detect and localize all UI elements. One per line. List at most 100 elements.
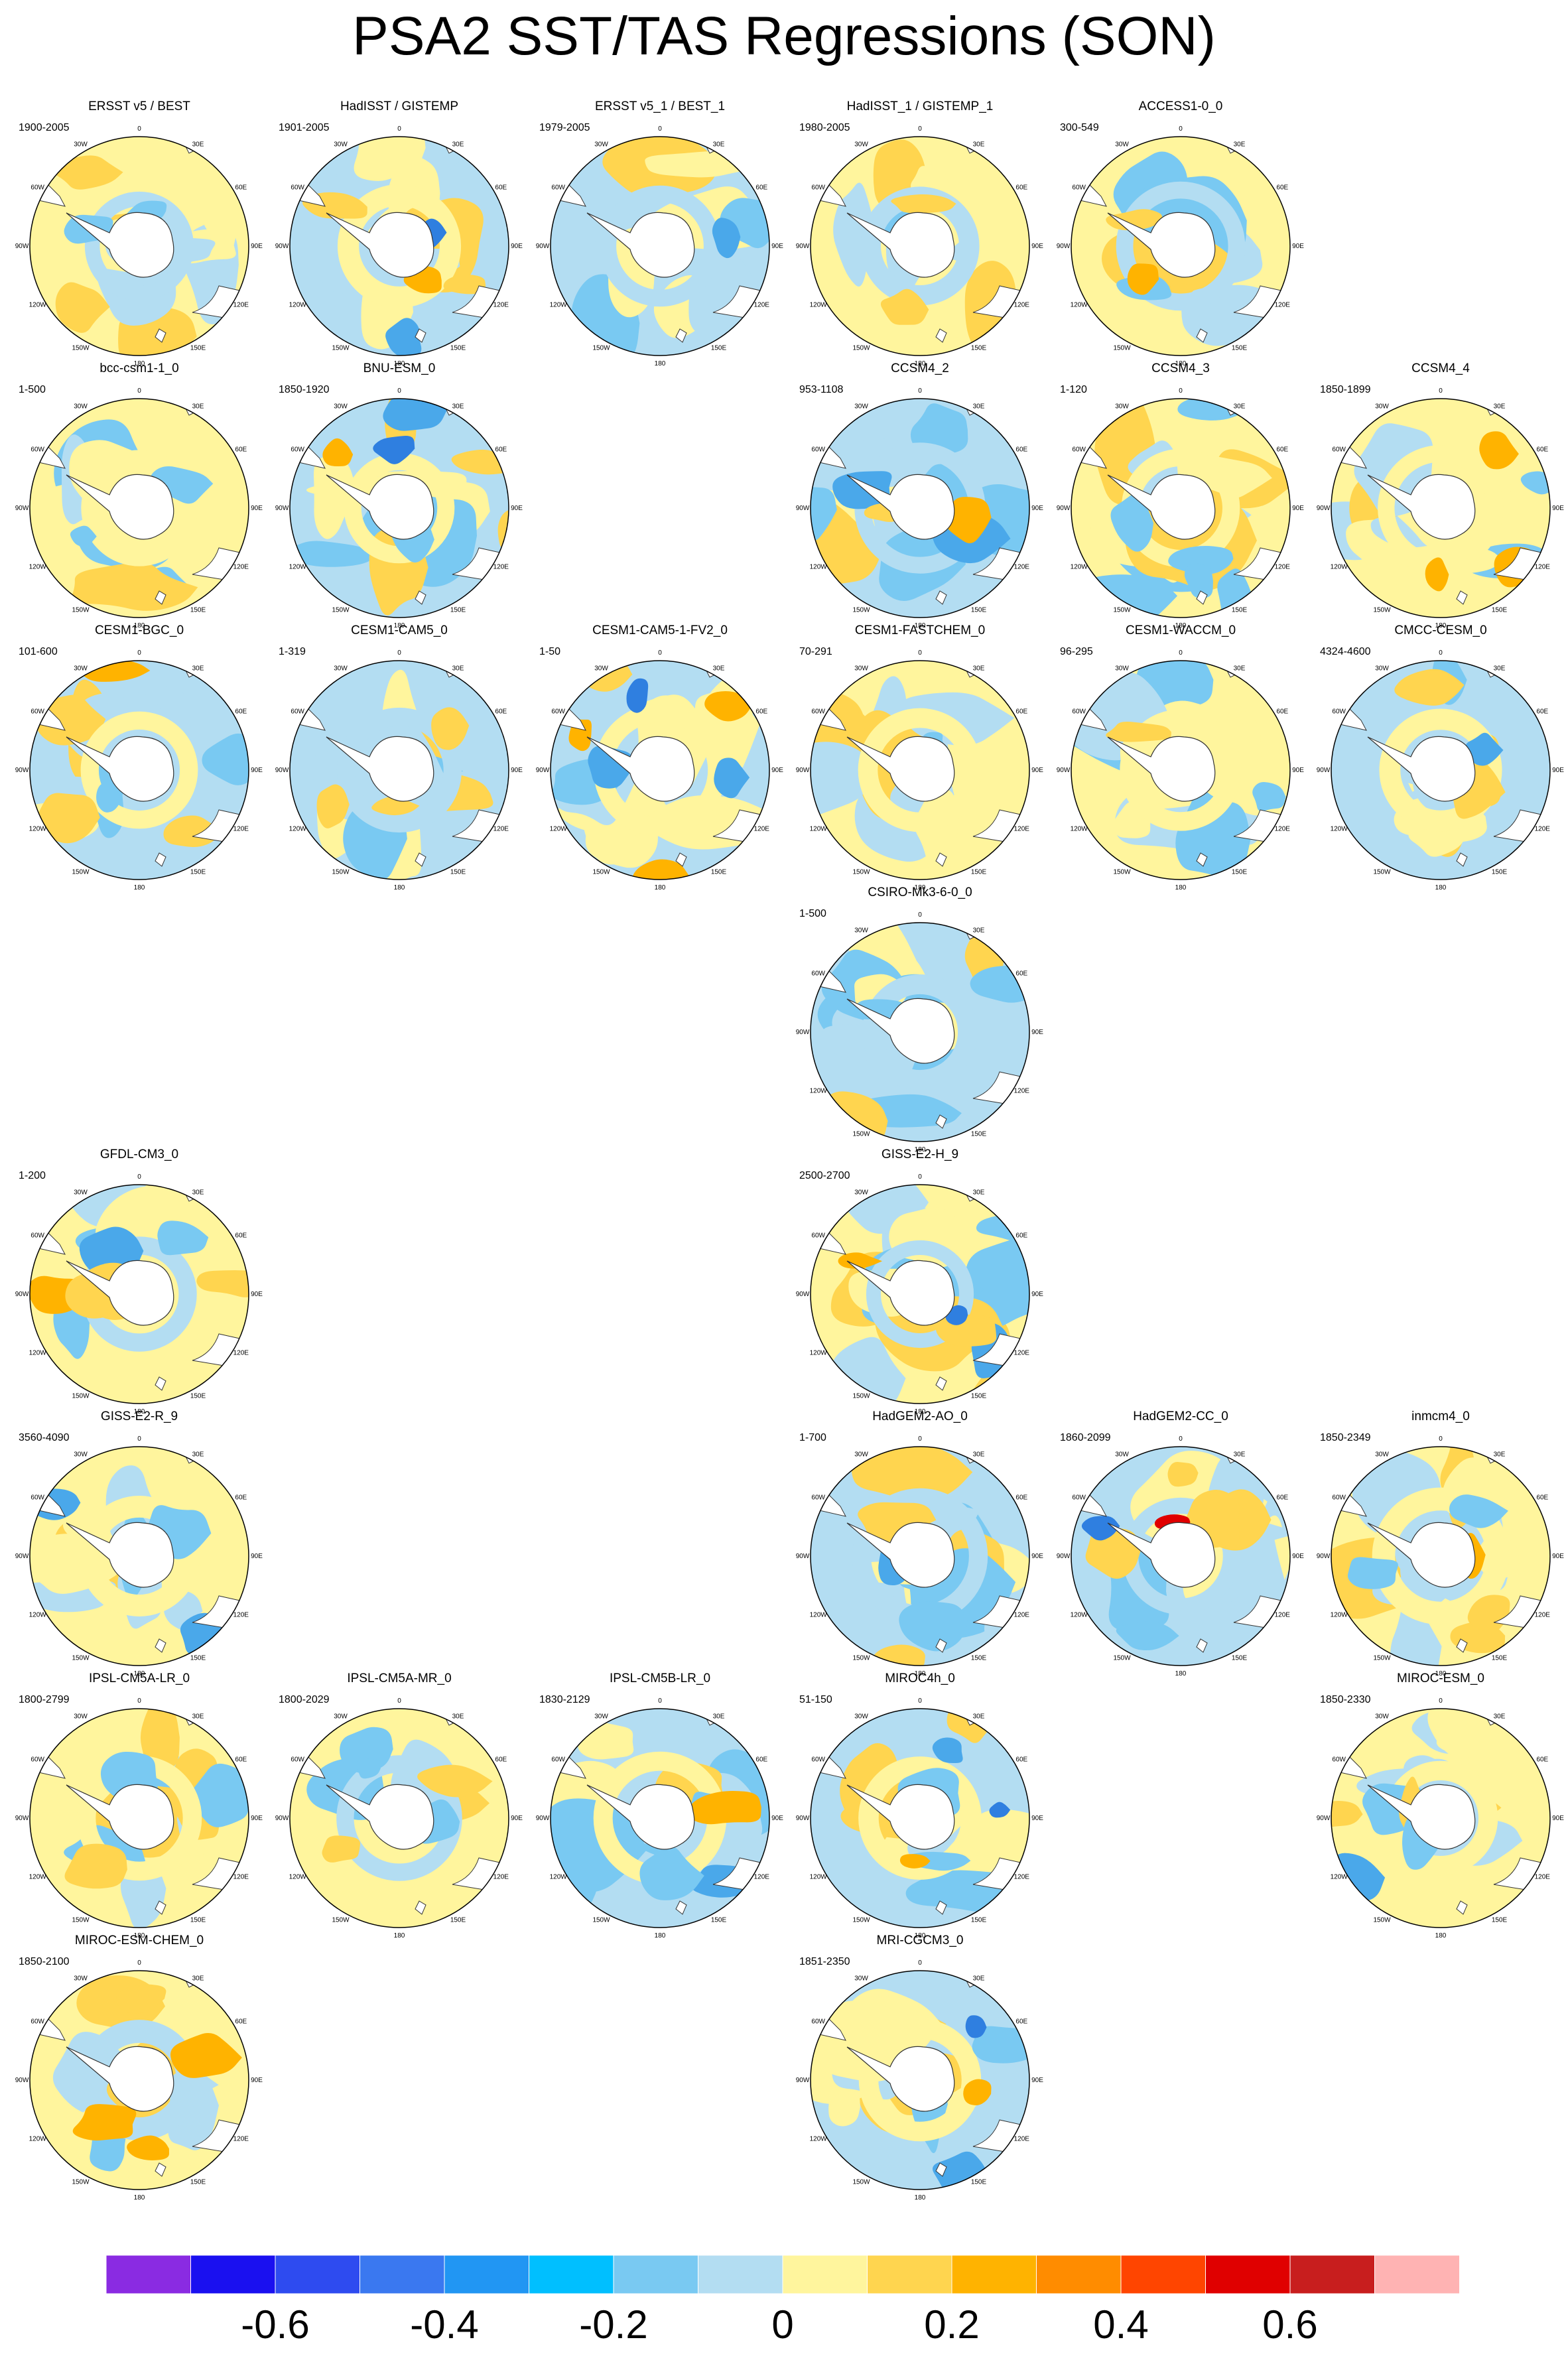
- new-zealand-outline: [1196, 590, 1208, 605]
- longitude-label: 0: [137, 649, 141, 657]
- colorbar-swatch: [613, 2255, 699, 2294]
- longitude-label: 120E: [1535, 1612, 1551, 1619]
- longitude-label: 90E: [251, 2077, 263, 2084]
- field-contour: [1168, 545, 1234, 574]
- longitude-label: 180: [915, 622, 926, 629]
- longitude-label: 180: [655, 360, 666, 367]
- panel-period: 1800-2029: [279, 1694, 330, 1705]
- longitude-label: 120E: [1014, 1874, 1030, 1881]
- map-border: [810, 660, 1030, 880]
- longitude-label: 30W: [1115, 665, 1129, 673]
- longitude-label: 0: [137, 1173, 141, 1181]
- longitude-label: 30E: [192, 1713, 204, 1721]
- longitude-label: 60E: [235, 708, 247, 716]
- longitude-label: 150E: [450, 606, 466, 614]
- field-layer: [811, 137, 1029, 356]
- field-layer: [30, 1185, 249, 1404]
- longitude-label: 60W: [291, 708, 304, 716]
- longitude-label: 30E: [1234, 665, 1246, 673]
- field-contour: [714, 757, 750, 799]
- field-ring: [858, 708, 982, 832]
- longitude-label: 30W: [74, 141, 88, 149]
- map-border: [1331, 1446, 1551, 1666]
- colorbar-swatch: [275, 2255, 361, 2294]
- longitude-label: 120E: [233, 302, 249, 309]
- longitude-label: 150E: [1492, 1654, 1508, 1662]
- map-border: [29, 1970, 249, 2190]
- map-panel: CESM1-WACCM_0 96-295 0 30E 60E 90E 120E 150E 180…: [1055, 624, 1307, 902]
- longitude-label: 180: [1435, 884, 1447, 891]
- field-layer: [1071, 661, 1290, 880]
- longitude-label: 60E: [1015, 1494, 1027, 1502]
- longitude-label: 180: [134, 622, 145, 629]
- map-border: [29, 398, 249, 618]
- longitude-label: 60E: [1015, 1232, 1027, 1240]
- longitude-label: 90W: [1057, 767, 1071, 774]
- longitude-label: 150E: [971, 1130, 987, 1138]
- longitude-label: 0: [918, 1173, 922, 1181]
- panel-period: 1850-1920: [279, 384, 330, 395]
- longitude-label: 60E: [755, 184, 767, 192]
- field-layer: [290, 661, 509, 880]
- field-contour: [960, 1236, 1029, 1328]
- field-contour: [932, 1737, 963, 1764]
- longitude-label: 60E: [235, 1756, 247, 1764]
- field-contour: [170, 2033, 242, 2078]
- field-contour: [191, 1763, 249, 1827]
- longitude-label: 60E: [1276, 1494, 1288, 1502]
- longitude-label: 180: [915, 2194, 926, 2202]
- longitude-label: 30E: [192, 1975, 204, 1983]
- longitude-label: 0: [918, 1959, 922, 1967]
- longitude-label: 30E: [973, 927, 985, 935]
- longitude-label: 0: [1439, 649, 1443, 657]
- field-contour: [963, 2079, 992, 2106]
- longitude-label: 30W: [854, 1451, 868, 1459]
- polar-map: 0 30E 60E 90E 120E 150E 180 150W 120W 90W 60W 30W: [536, 1697, 784, 1939]
- longitude-label: 120W: [1331, 1612, 1348, 1619]
- longitude-label: 60E: [1015, 2018, 1027, 2026]
- panel-period: 2500-2700: [799, 1170, 850, 1181]
- map-border: [810, 922, 1030, 1142]
- field-ring: [336, 707, 462, 833]
- map-border: [1331, 1708, 1551, 1928]
- longitude-label: 150W: [72, 1916, 90, 1924]
- field-ring: [599, 185, 721, 307]
- polar-map: 0 30E 60E 90E 120E 150E 180 150W 120W 90W 60W 30W: [796, 1435, 1044, 1677]
- longitude-label: 0: [1179, 387, 1183, 395]
- panel-period: 1-500: [19, 384, 46, 395]
- longitude-label: 90W: [15, 243, 29, 250]
- longitude-label: 150W: [1373, 868, 1391, 876]
- longitude-label: 120W: [29, 826, 47, 833]
- longitude-label: 30E: [973, 665, 985, 673]
- colorbar-tick-label: -0.4: [410, 2302, 479, 2347]
- longitude-label: 90E: [1292, 505, 1304, 512]
- antarctica-outline: [846, 212, 955, 278]
- antarctica-outline: [1107, 736, 1216, 802]
- field-ring: [84, 191, 194, 301]
- new-zealand-outline: [1456, 1638, 1468, 1653]
- longitude-label: 60W: [811, 2018, 825, 2026]
- map-border: [29, 1708, 249, 1928]
- field-layer: [1071, 137, 1290, 356]
- longitude-label: 120W: [810, 302, 828, 309]
- longitude-label: 60W: [811, 970, 825, 978]
- antarctica-outline: [1367, 1522, 1476, 1588]
- polar-map: 0 30E 60E 90E 120E 150E 180 150W 120W 90W 60W 30W: [1057, 1435, 1305, 1677]
- field-contour: [712, 218, 741, 259]
- new-zealand-outline: [935, 1114, 947, 1129]
- longitude-label: 30W: [594, 665, 608, 673]
- longitude-label: 90W: [1057, 1553, 1071, 1560]
- longitude-label: 90E: [771, 767, 783, 774]
- longitude-label: 90W: [796, 1291, 810, 1298]
- longitude-label: 120W: [550, 826, 568, 833]
- new-zealand-outline: [935, 1376, 947, 1391]
- longitude-label: 90E: [1292, 243, 1304, 250]
- longitude-label: 150W: [592, 344, 610, 352]
- colorbar-swatch: [782, 2255, 868, 2294]
- polar-map: 0 30E 60E 90E 120E 150E 180 150W 120W 90W 60W 30W: [1317, 1697, 1565, 1939]
- polar-map: 0 30E 60E 90E 120E 150E 180 150W 120W 90W 60W 30W: [796, 911, 1044, 1153]
- longitude-label: 120W: [29, 2136, 47, 2143]
- panel-period: 1851-2350: [799, 1956, 850, 1967]
- new-zealand-outline: [155, 590, 166, 605]
- panel-period: 1860-2099: [1060, 1432, 1111, 1443]
